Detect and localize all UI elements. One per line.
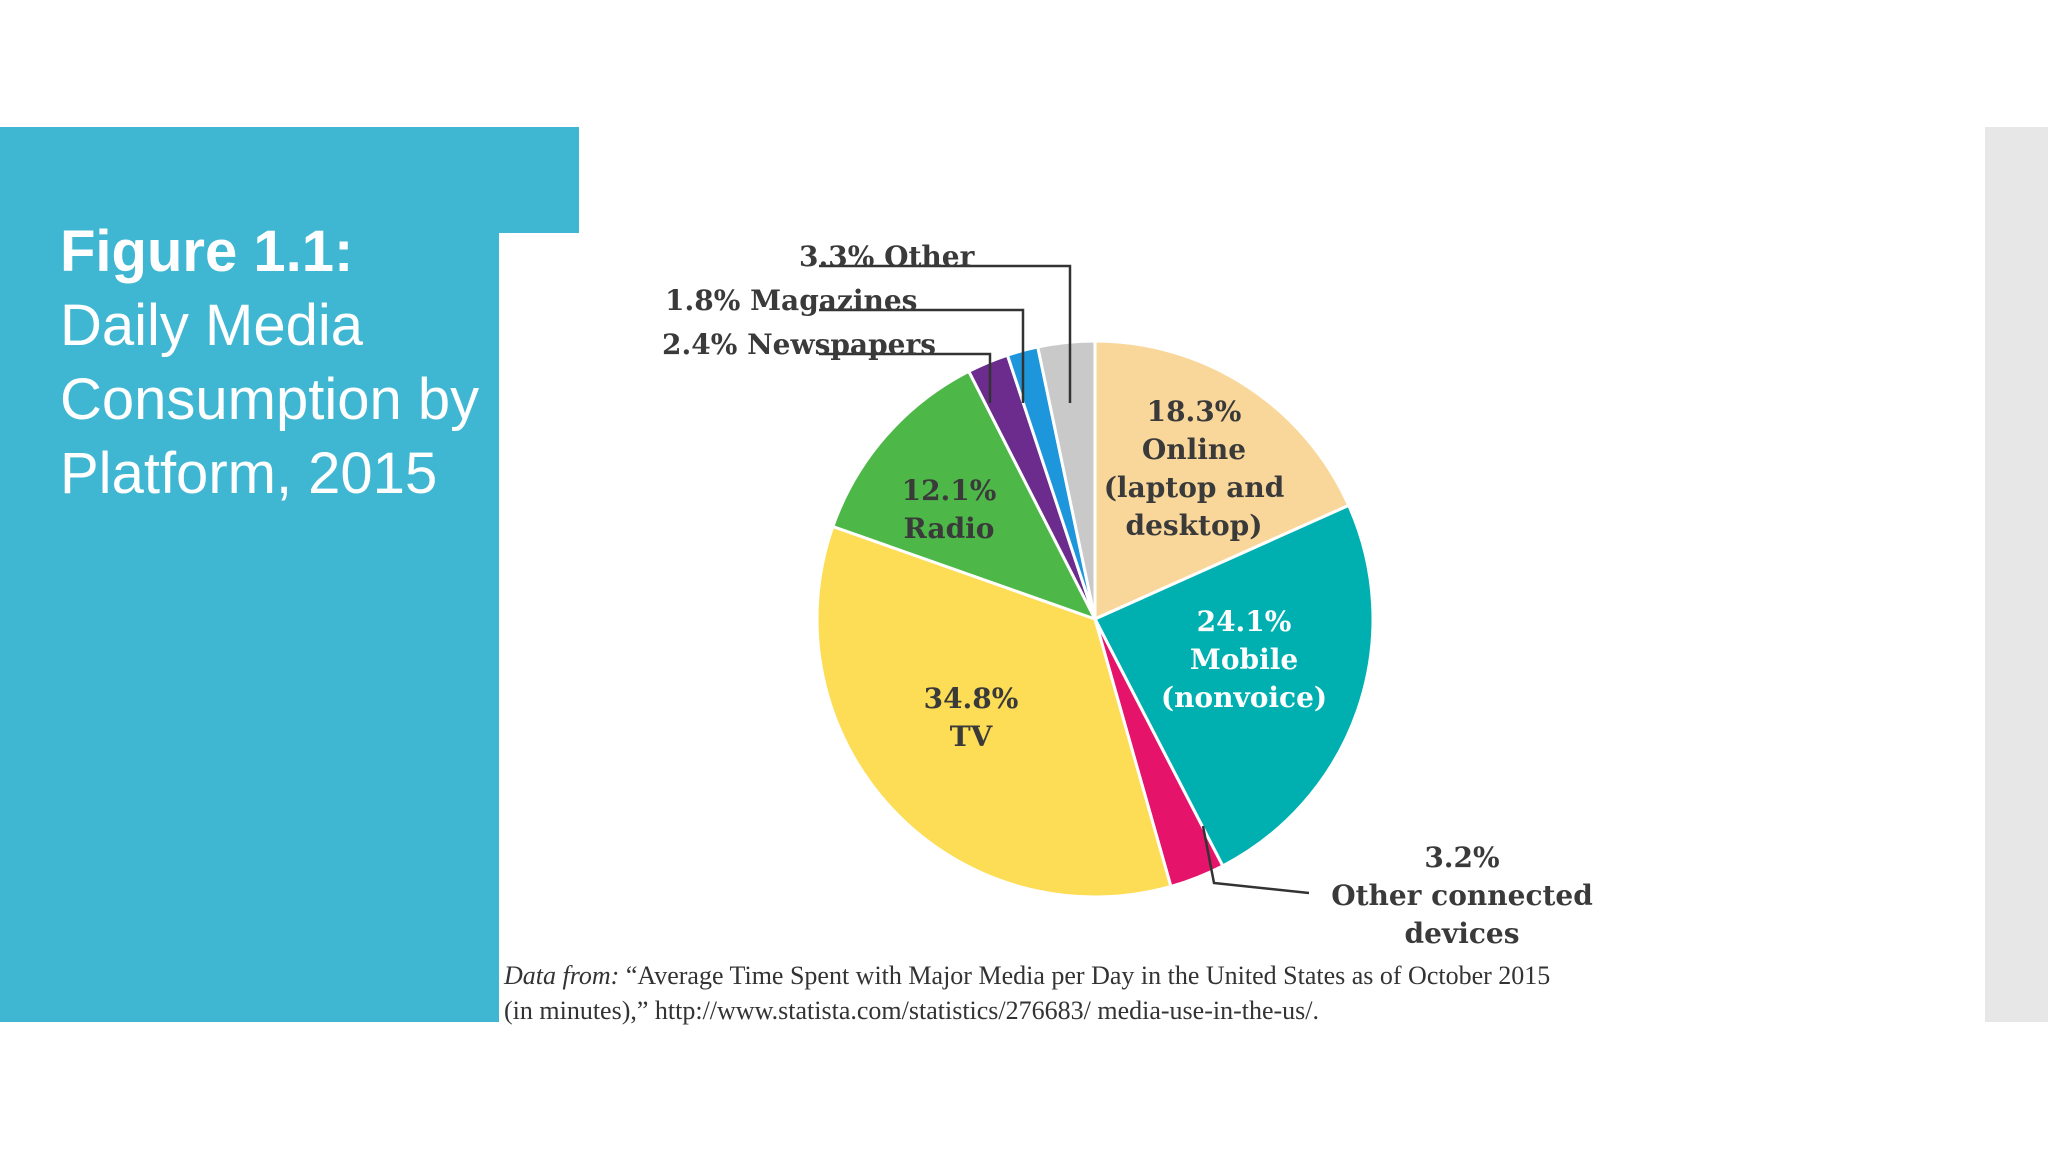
slice-label-magazines: 1.8% Magazines [665,284,917,317]
slice-label-line: 12.1% [902,474,997,507]
slice-label-line: desktop) [1126,509,1263,542]
slice-label-line: Other connected [1331,879,1593,912]
slide-title-text: Daily Media Consumption by Platform, 201… [60,293,480,506]
pie-chart: 18.3% Online (laptop and desktop) 24.1% Mobil… [662,240,1593,950]
leader-line-other-connected [1201,825,1310,895]
figure-image-panel: 18.3% Online (laptop and desktop) 24.1% Mobil… [499,233,1619,1075]
slice-label-radio: 12.1% Radio [902,474,997,545]
slice-label-other-connected: 3.2% Other connected devices [1331,841,1593,950]
slice-label-online: 18.3% Online (laptop and desktop) [1104,395,1285,542]
slice-label-line: Radio [904,512,995,545]
slice-label-line: 3.3% Other [799,240,976,273]
slice-label-line: 1.8% Magazines [665,284,917,317]
right-margin-strip [1985,127,2048,1022]
slice-label-mobile: 24.1% Mobile (nonvoice) [1161,605,1327,714]
slice-label-line: 18.3% [1147,395,1242,428]
pie-slice-other [1035,339,1097,620]
slice-label-other: 3.3% Other [799,240,976,273]
pie-slice-radio [830,369,1099,622]
source-text: “Average Time Spent with Major Media per… [504,961,1551,1025]
pie-slice-mobile [1092,503,1375,868]
slice-label-line: 34.8% [924,682,1019,715]
slide-title-figure-number: Figure 1.1: [60,219,354,284]
slice-label-line: (nonvoice) [1161,681,1327,714]
title-panel [0,127,579,1022]
slice-label-line: Online [1142,433,1246,466]
slice-label-tv: 34.8% TV [924,682,1019,753]
leader-line-magazines [819,308,1025,403]
leader-line-newspapers [819,352,992,403]
slice-label-line: 24.1% [1197,605,1292,638]
slice-label-line: Mobile [1190,643,1298,676]
source-citation: Data from: “Average Time Spent with Majo… [504,958,1554,1028]
slice-label-line: 2.4% Newspapers [662,328,936,361]
source-lead: Data from: [504,961,620,990]
slice-label-line: TV [950,720,994,753]
slice-label-line: devices [1405,917,1520,950]
slice-label-newspapers: 2.4% Newspapers [662,328,936,361]
slide-title: Figure 1.1: Daily Media Consumption by P… [60,215,500,511]
slice-label-line: (laptop and [1104,471,1285,504]
pie-slice-tv [815,524,1173,899]
slice-label-line: 3.2% [1424,841,1499,874]
leader-line-other [819,264,1072,403]
pie-slice-online [1093,339,1351,622]
